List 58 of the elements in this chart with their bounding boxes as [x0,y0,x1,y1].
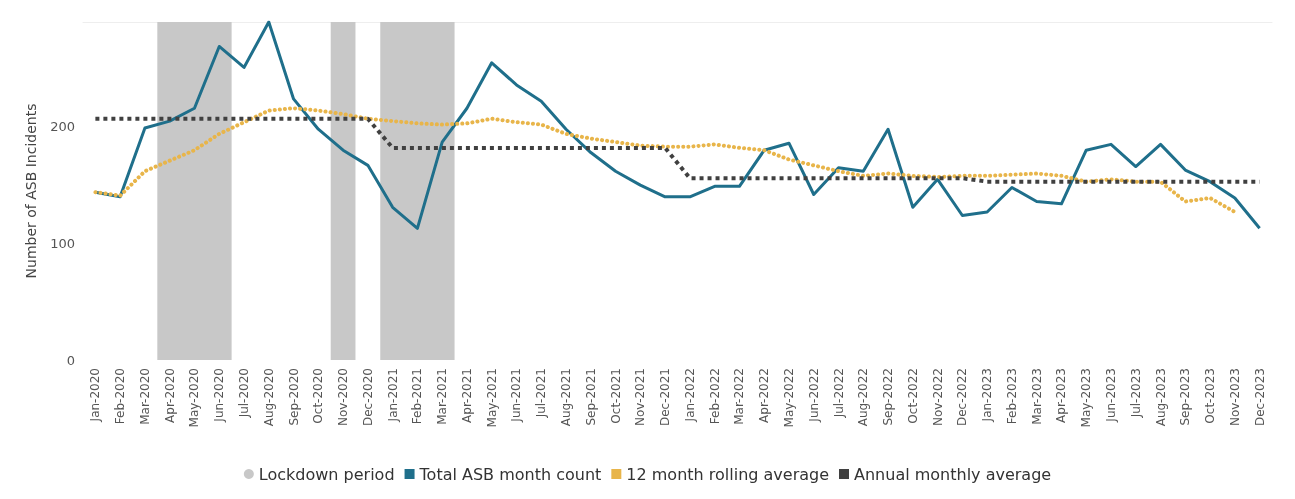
legend-label: Lockdown period [258,464,395,484]
x-tick-label: May-2020 [187,368,202,428]
x-tick-label: Dec-2023 [1252,368,1267,427]
x-tick-label: Dec-2020 [360,368,375,427]
x-tick-label: May-2021 [484,368,499,428]
x-tick-label: Aug-2020 [261,368,276,427]
x-tick-label: Nov-2020 [336,368,351,426]
line-series [93,116,1262,184]
x-tick-label: Jun-2023 [1103,368,1118,423]
x-tick-label: Jan-2020 [88,368,103,423]
x-tick-label: Mar-2023 [1029,368,1044,425]
x-tick-label: Jul-2020 [237,368,252,419]
x-tick-label: Sep-2020 [286,368,301,426]
x-tick-label: Jan-2021 [385,368,400,423]
x-tick-label: Oct-2023 [1203,368,1218,424]
x-tick-label: Feb-2022 [707,368,722,425]
legend-label: Total ASB month count [418,464,602,484]
y-tick-label: 0 [66,352,75,368]
x-tick-label: Mar-2021 [435,368,450,425]
x-tick-label: Apr-2021 [459,368,474,423]
x-tick-label: Apr-2022 [757,368,772,423]
x-tick-label: Dec-2022 [955,368,970,427]
x-tick-label: May-2023 [1079,368,1094,428]
x-tick-label: Oct-2022 [905,368,920,424]
x-tick-label: Dec-2021 [658,368,673,427]
line-series [93,106,1237,214]
y-tick-label: 200 [50,119,75,135]
legend-label: Annual monthly average [854,464,1052,484]
x-tick-label: Feb-2023 [1004,368,1019,425]
x-tick-label: Apr-2020 [162,368,177,423]
x-tick-label: Jul-2022 [831,368,846,419]
x-tick-label: Jun-2022 [806,368,821,423]
x-tick-label: Nov-2023 [1227,368,1242,426]
x-tick-label: Feb-2020 [113,368,128,425]
x-tick-label: Feb-2021 [410,368,425,425]
x-tick-label: Aug-2022 [856,368,871,427]
x-tick-label: Nov-2021 [633,368,648,426]
x-tick-label: Jun-2021 [509,368,524,423]
x-tick-label: Aug-2023 [1153,368,1168,427]
legend-label: 12 month rolling average [626,464,830,484]
x-tick-label: Mar-2022 [732,368,747,425]
y-axis-title: Number of ASB Incidents [23,103,39,279]
x-tick-label: Jan-2023 [980,368,995,423]
x-tick-label: Jan-2022 [682,368,697,423]
x-tick-label: Nov-2022 [930,368,945,426]
x-tick-label: Apr-2023 [1054,368,1069,423]
y-tick-label: 100 [50,235,75,251]
x-tick-label: Sep-2021 [583,368,598,426]
x-tick-label: Sep-2022 [881,368,896,426]
x-tick-label: Mar-2020 [137,368,152,425]
x-tick-label: Oct-2021 [608,368,623,424]
x-tick-label: Jul-2023 [1128,368,1143,419]
x-tick-label: May-2022 [781,368,796,428]
x-tick-label: Jul-2021 [534,368,549,419]
x-tick-label: Jun-2020 [212,368,227,423]
x-tick-label: Oct-2020 [311,368,326,424]
x-tick-label: Sep-2023 [1178,368,1193,426]
x-tick-label: Aug-2021 [559,368,574,427]
